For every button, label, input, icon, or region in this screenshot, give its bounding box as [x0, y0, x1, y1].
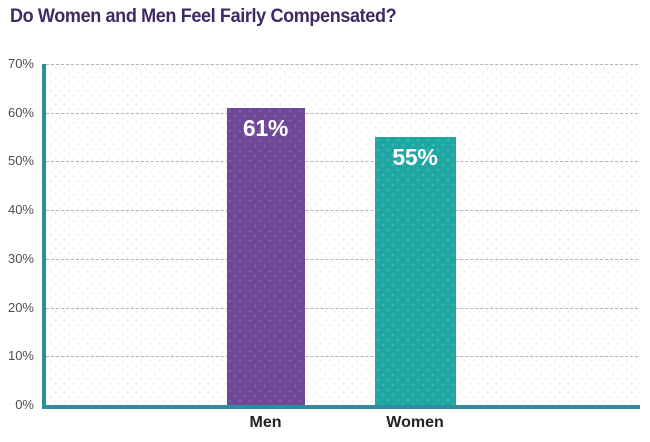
y-tick-label: 60%	[7, 104, 34, 120]
y-tick-label: 30%	[7, 250, 34, 266]
plot-area: 61% Men 55% Women	[42, 64, 640, 431]
y-tick-label: 50%	[7, 153, 34, 169]
y-axis-line	[42, 64, 46, 409]
gridline	[46, 258, 638, 260]
gridline	[46, 112, 638, 114]
y-tick-label: 40%	[7, 202, 34, 218]
bar-fill	[374, 137, 456, 405]
bar-value-label: 61%	[242, 115, 289, 141]
y-tick-label: 20%	[7, 299, 34, 315]
gridline	[46, 307, 638, 309]
y-tick-label: 10%	[7, 348, 34, 364]
x-category-label: Men	[249, 414, 282, 431]
x-category-label: Women	[386, 414, 444, 431]
gridline	[46, 161, 638, 163]
bar-men: 61% Men	[226, 108, 305, 431]
y-tick-label: 70%	[7, 56, 34, 71]
gridline	[46, 64, 638, 65]
gridline	[46, 356, 638, 358]
gridline	[46, 210, 638, 212]
chart-title: Do Women and Men Feel Fairly Compensated…	[10, 6, 397, 27]
bars-row: 61% Men 55% Women	[42, 64, 640, 431]
y-tick-label: 0%	[15, 397, 34, 412]
x-axis-baseline	[42, 405, 640, 409]
bar-value-label: 55%	[392, 144, 438, 170]
y-axis-tick-labels: 0% 10% 20% 30% 40% 50% 60% 70%	[0, 56, 38, 412]
bar-women: 55% Women	[374, 137, 456, 431]
bar-fill	[226, 108, 305, 405]
